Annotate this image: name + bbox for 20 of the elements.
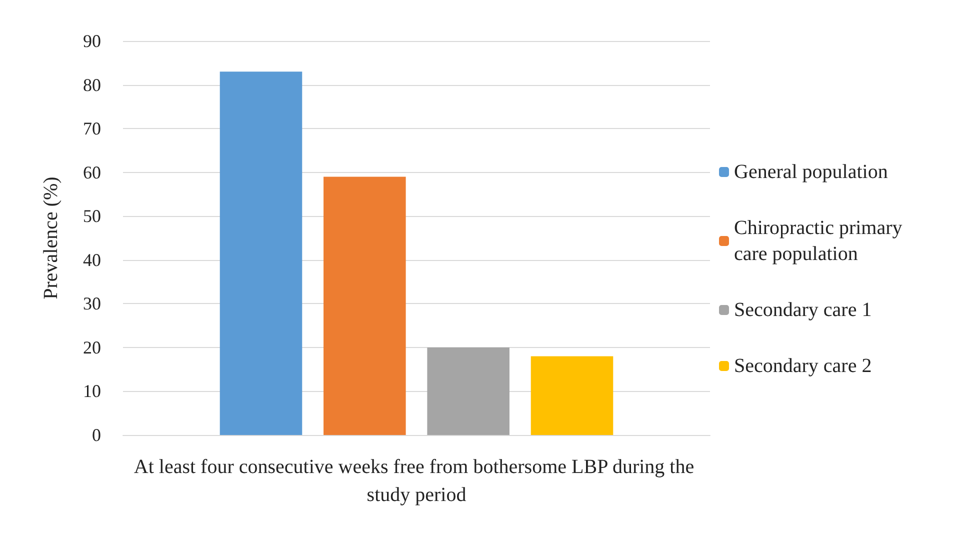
bar (220, 72, 302, 435)
legend-label: Chiropractic primary care population (734, 217, 908, 265)
y-tick-label: 70 (83, 118, 101, 139)
y-tick-label: 50 (83, 206, 101, 226)
bar (324, 176, 406, 435)
y-tick-label: 20 (83, 337, 101, 358)
y-tick-label: 90 (83, 31, 101, 51)
bar (427, 347, 510, 435)
legend-label: Secondary care 2 (734, 355, 872, 377)
legend-label: General population (734, 161, 888, 183)
y-tick-label: 10 (83, 381, 101, 402)
y-tick-label: 40 (83, 250, 101, 270)
y-tick-label: 30 (83, 294, 101, 314)
legend-label: Secondary care 1 (734, 299, 872, 321)
y-tick-label: 80 (83, 74, 101, 95)
y-tick-label: 60 (83, 162, 101, 182)
x-tick-label: At least four consecutive weeks free from bothersome LBP during the study period (134, 456, 700, 506)
bar (530, 356, 614, 435)
y-axis-title: Prevalence (%) (40, 176, 62, 300)
y-tick-label: 0 (92, 425, 101, 445)
